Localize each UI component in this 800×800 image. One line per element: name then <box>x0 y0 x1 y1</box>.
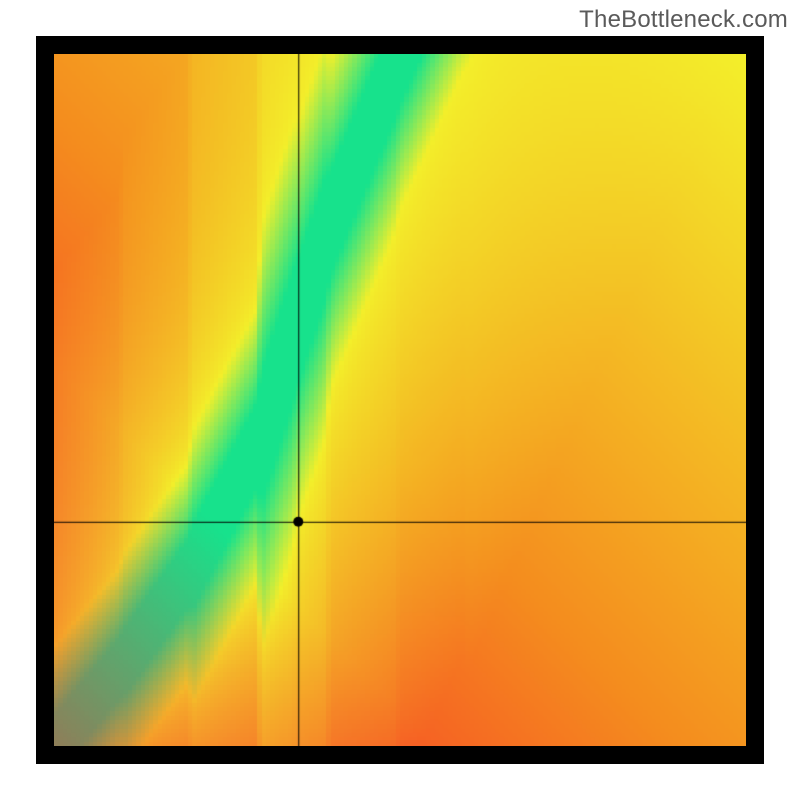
heatmap-canvas <box>54 54 746 746</box>
watermark: TheBottleneck.com <box>579 6 788 34</box>
bottleneck-heatmap-frame <box>36 36 764 764</box>
bottleneck-heatmap <box>54 54 746 746</box>
